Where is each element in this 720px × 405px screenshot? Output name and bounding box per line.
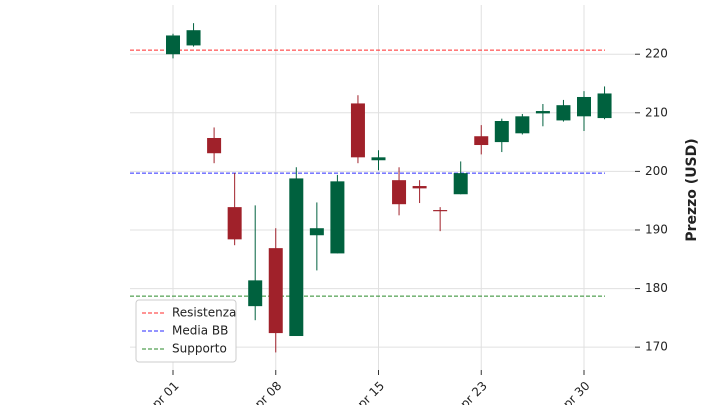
candle-body	[227, 207, 242, 240]
candle-body	[597, 93, 612, 119]
x-tick-label: Apr 30	[555, 379, 593, 405]
candle-body	[371, 157, 386, 161]
candle-body	[392, 180, 407, 205]
x-tick-label: Apr 15	[349, 379, 387, 405]
candle-body	[433, 210, 448, 212]
legend-label: Media BB	[172, 324, 228, 338]
y-tick-label: 170	[645, 340, 668, 354]
legend-label: Supporto	[172, 342, 227, 356]
candle-body	[412, 186, 427, 189]
y-tick-label: 180	[645, 281, 668, 295]
y-tick-label: 220	[645, 47, 668, 61]
y-tick-label: 190	[645, 222, 668, 236]
candle-body	[577, 96, 591, 117]
candle-body	[474, 136, 489, 146]
x-tick-label: Apr 01	[144, 379, 182, 405]
candle-body	[207, 137, 222, 154]
legend: Resistenza Media BB Supporto	[135, 299, 237, 363]
candle-body	[453, 173, 468, 195]
candle-body	[330, 181, 345, 254]
y-tick-label: 200	[645, 164, 668, 178]
x-tick-label: Apr 08	[246, 379, 284, 405]
candle-body	[248, 280, 263, 307]
y-axis-label: Prezzo (USD)	[684, 138, 700, 241]
candle-body	[350, 103, 365, 158]
candle-body	[515, 116, 530, 134]
candle-body	[289, 178, 304, 337]
x-tick-label: Apr 23	[452, 379, 490, 405]
candle-body	[556, 105, 571, 121]
candle-body	[535, 111, 550, 114]
candle-body	[186, 30, 201, 46]
legend-label: Resistenza	[172, 306, 236, 320]
candle-body	[309, 228, 324, 236]
candle-body	[494, 121, 509, 143]
y-tick-label: 210	[645, 105, 668, 119]
legend-box	[135, 299, 237, 363]
candle-body	[166, 35, 180, 55]
candle-body	[268, 248, 283, 334]
